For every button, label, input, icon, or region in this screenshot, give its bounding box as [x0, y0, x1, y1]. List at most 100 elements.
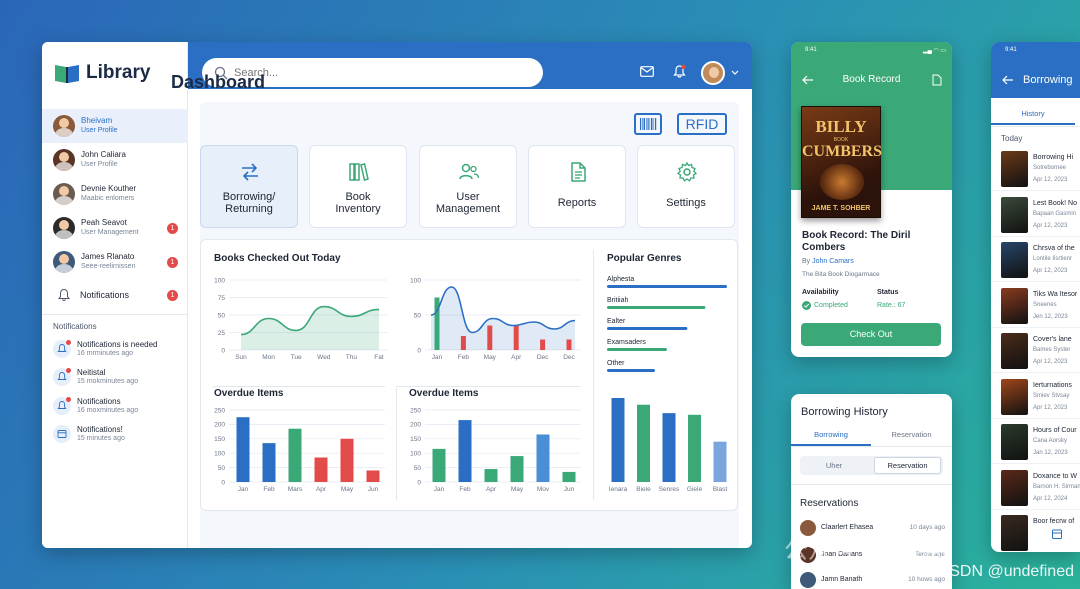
chevron-down-icon[interactable] [731, 70, 739, 76]
mail-icon[interactable] [640, 66, 654, 77]
book-record-card: 9:41 ▂▄ ◠ ▭ Book Record BILLY BOOK CUMBE… [791, 42, 952, 357]
user-role: User Management [81, 229, 139, 236]
x-tick-label: Fat [374, 354, 384, 361]
reservation-name: Claarlert Ehasea [821, 524, 874, 531]
list-item[interactable]: Borrowing Hi Sotrebornee Apr 12, 2023 [991, 146, 1080, 191]
tile-book-inventory[interactable]: Book Inventory [309, 145, 407, 228]
tile-borrowing-returning[interactable]: Borrowing/ Returning [200, 145, 298, 228]
rfid-button[interactable]: RFID [677, 113, 727, 135]
avatar [800, 572, 816, 588]
notifications-section-title: Notifications [53, 322, 97, 331]
profile-avatar[interactable] [701, 61, 725, 85]
bar [566, 339, 572, 350]
y-tick-label: 50 [414, 465, 422, 472]
sidebar-item-notifications[interactable]: Notifications 1 [42, 278, 188, 312]
list-item[interactable]: Tiks Wa Itesor Sneenes Jen 12, 2023 [991, 283, 1080, 328]
book-title: Combers [802, 242, 846, 253]
book-thumbnail [1001, 424, 1028, 460]
bell-icon [53, 397, 71, 415]
history-subtitle: Smiev Stvsay [1033, 392, 1070, 399]
tile-label: User [456, 191, 480, 203]
history-date: Apr 12, 2023 [1033, 177, 1068, 183]
bell-icon [58, 288, 70, 301]
availability-label: Availability [802, 289, 839, 296]
divider [991, 508, 1080, 510]
book-publisher: The Bita Book Diogarmace [802, 271, 880, 278]
x-tick-label: May [484, 354, 497, 361]
bell-icon [53, 368, 71, 386]
status-label: Status [877, 289, 899, 296]
list-item[interactable]: Cover's lane Bames Syster Apr 12, 2023 [991, 328, 1080, 373]
notification-item[interactable]: Neitistal 15 mokminutes ago [42, 368, 188, 386]
book-author[interactable]: John Camars [812, 258, 854, 265]
divider [593, 250, 594, 500]
notification-item[interactable]: Notifications! 15 minutes ago [42, 425, 188, 443]
book-thumbnail [1001, 196, 1028, 233]
watermark: 公众号 · 顾北AI [784, 537, 949, 564]
list-item[interactable]: Boor fecrw of [991, 510, 1080, 552]
notification-item[interactable]: Notifications 16 moxminutes ago [42, 397, 188, 415]
search-input[interactable] [234, 66, 514, 79]
tile-reports[interactable]: Reports [528, 145, 626, 228]
back-arrow-icon[interactable] [1002, 75, 1014, 85]
history-title: Lest Book! No [1033, 199, 1077, 207]
cover-art [820, 164, 864, 200]
bar [432, 448, 446, 482]
divider [991, 417, 1080, 419]
x-tick-label: Dec [537, 354, 549, 361]
book-logo-icon [55, 65, 79, 83]
overdue-bar-chart-1: 0 50 100 150 200 250 Jan Feb Mars Apr May Jun [214, 407, 385, 493]
notification-time: 15 minutes ago [77, 435, 125, 442]
status-time: 9:41 [805, 47, 817, 53]
book-thumbnail [1001, 378, 1028, 415]
calendar-icon[interactable] [1051, 528, 1063, 540]
cover-author: JAME T. SOHBER [811, 205, 871, 212]
list-item[interactable]: Claarlert Ehasea 10 days ago [800, 519, 945, 537]
list-item[interactable]: Hours of Cour Cana Aorsky Jan 12, 2023 [991, 419, 1080, 464]
sidebar-user-item[interactable]: Peah Seavot User Management 1 [42, 211, 188, 245]
back-arrow-icon[interactable] [802, 75, 814, 85]
sidebar: Library Bheivam User Profile John Caliara… [42, 42, 188, 548]
list-item[interactable]: Lest Book! No Bapaan Gasmin Apr 12, 2023 [991, 192, 1080, 237]
borrowing-panel: 9:41 Borrowing History Today Borrowing H… [991, 42, 1080, 552]
genre-bar [607, 285, 727, 288]
bell-icon[interactable] [672, 64, 687, 79]
sidebar-user-item[interactable]: Devnie Kouther Maabic enlomers [42, 177, 188, 211]
list-item[interactable]: Chrsva of the Lontile Iisrtienr Apr 12, 20… [991, 237, 1080, 282]
sidebar-user-item[interactable]: John Caliara User Profile [42, 143, 188, 177]
check-out-button[interactable]: Check Out [801, 323, 941, 346]
x-tick-label: May [341, 486, 354, 493]
sidebar-user-item[interactable]: Bheivam User Profile [42, 109, 188, 143]
chart-title: Overdue Items [214, 388, 284, 399]
history-title: Ierturnations [1033, 381, 1072, 389]
status-value: Rate.: 67 [877, 302, 906, 309]
y-tick-label: 100 [214, 277, 225, 284]
list-item[interactable]: Ierturnations Smiev Stvsay Apr 12, 2023 [991, 374, 1080, 419]
tile-user-management[interactable]: User Management [419, 145, 517, 228]
bar [713, 441, 727, 482]
document-icon[interactable] [932, 74, 942, 86]
notification-item[interactable]: Notifications is needed 16 mrminutes ago [42, 340, 188, 358]
y-tick-label: 75 [218, 295, 226, 302]
toggle-reservation[interactable]: Reservation [874, 457, 941, 474]
notification-time: 16 mrminutes ago [77, 350, 134, 357]
barcode-button[interactable] [634, 113, 662, 135]
history-title: Boor fecrw of [1033, 518, 1075, 525]
book-record-title: Book Record [842, 74, 901, 85]
history-subtitle: Sneenes [1033, 301, 1057, 308]
list-item[interactable]: Jamn Banath 10 hows ago [800, 571, 945, 589]
toggle-user[interactable]: Uher [825, 461, 843, 470]
tab-reservation[interactable]: Reservation [891, 430, 932, 439]
y-tick-label: 150 [214, 436, 225, 443]
tab-history[interactable]: History [991, 109, 1075, 125]
book-thumbnail [1001, 515, 1028, 551]
tile-settings[interactable]: Settings [637, 145, 735, 228]
search-bar[interactable] [202, 58, 543, 87]
y-tick-label: 0 [417, 479, 421, 486]
user-role: User Profile [81, 161, 118, 168]
list-item[interactable]: Doxance to W Barnon H. Sirman Apr 12, 2024 [991, 465, 1080, 510]
sidebar-user-item[interactable]: James Rlanato Seee-reelirnissen 1 [42, 245, 188, 279]
y-tick-label: 0 [221, 479, 225, 486]
list-item[interactable]: Joan Danans Terow age [800, 546, 945, 564]
tab-borrowing[interactable]: Borrowing [791, 430, 871, 446]
